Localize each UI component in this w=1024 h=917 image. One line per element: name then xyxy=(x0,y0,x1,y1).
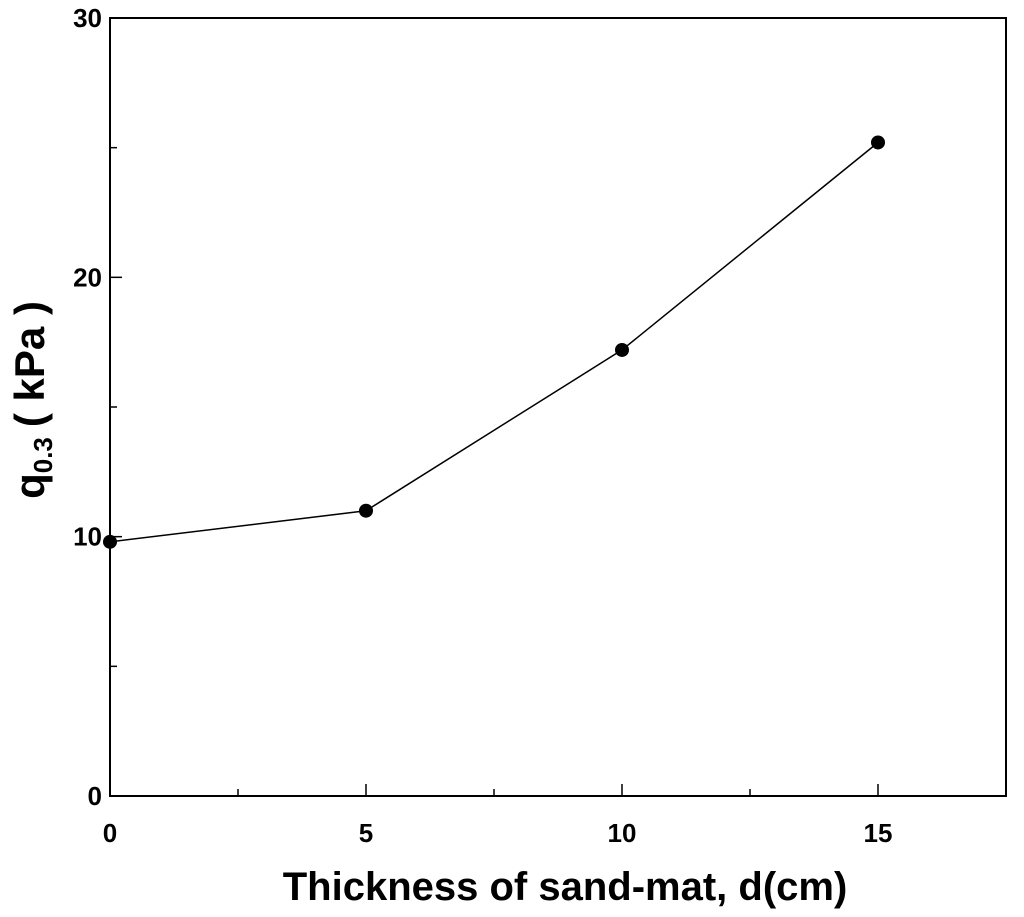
x-tick-label: 10 xyxy=(608,818,637,848)
svg-text:q0.3( kPa ): q0.3 ( kPa ) xyxy=(6,301,58,499)
x-tick-label: 5 xyxy=(359,818,373,848)
y-axis-title: q0.3 ( kPa ) xyxy=(6,301,58,499)
series-line xyxy=(109,141,879,543)
data-point xyxy=(871,135,885,150)
x-axis-title: Thickness of sand-mat, d(cm) xyxy=(283,865,848,909)
data-point xyxy=(359,503,373,518)
y-tick-label: 30 xyxy=(73,3,102,33)
major-ticks xyxy=(109,17,879,797)
plot-frame xyxy=(109,17,1007,797)
y-tick-label: 0 xyxy=(88,781,102,811)
y-axis-title-subscript: 0.3 xyxy=(28,437,58,473)
y-axis-title-main: q xyxy=(6,473,53,499)
y-axis-title-unit: ( kPa ) xyxy=(6,301,53,427)
x-tick-label: 0 xyxy=(103,818,117,848)
y-tick-labels: 0 10 20 30 xyxy=(73,3,102,811)
data-point xyxy=(615,342,629,357)
minor-ticks xyxy=(110,146,751,796)
y-tick-label: 10 xyxy=(73,522,102,552)
x-tick-labels: 0 5 10 15 xyxy=(103,818,893,848)
x-tick-label: 15 xyxy=(864,818,893,848)
data-markers xyxy=(103,135,885,549)
y-tick-label: 20 xyxy=(73,262,102,292)
